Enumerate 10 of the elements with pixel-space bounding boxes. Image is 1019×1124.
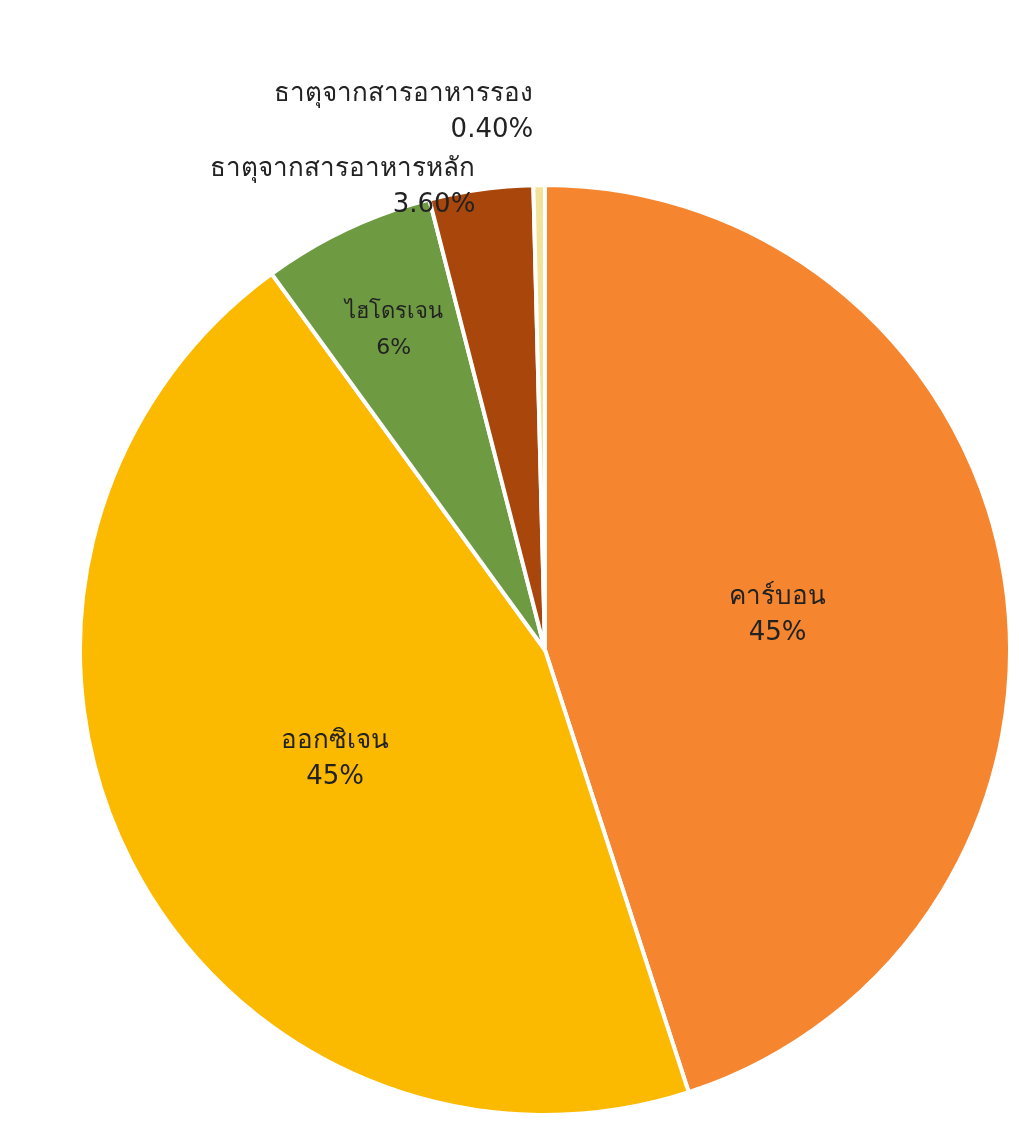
slice-label: ออกซิเจน [281,723,390,754]
slice-label: ไฮโดรเจน [342,297,443,323]
slice-label: คาร์บอน [729,580,827,611]
data-label: 6% [376,333,412,359]
data-label: 45% [306,759,365,790]
slice-label: ธาตุจากสารอาหารรอง [274,77,534,109]
data-label: 45% [748,616,807,647]
data-label: 0.40% [450,113,534,144]
slice-label: ธาตุจากสารอาหารหลัก [210,152,476,184]
data-label: 3.60% [392,188,476,219]
